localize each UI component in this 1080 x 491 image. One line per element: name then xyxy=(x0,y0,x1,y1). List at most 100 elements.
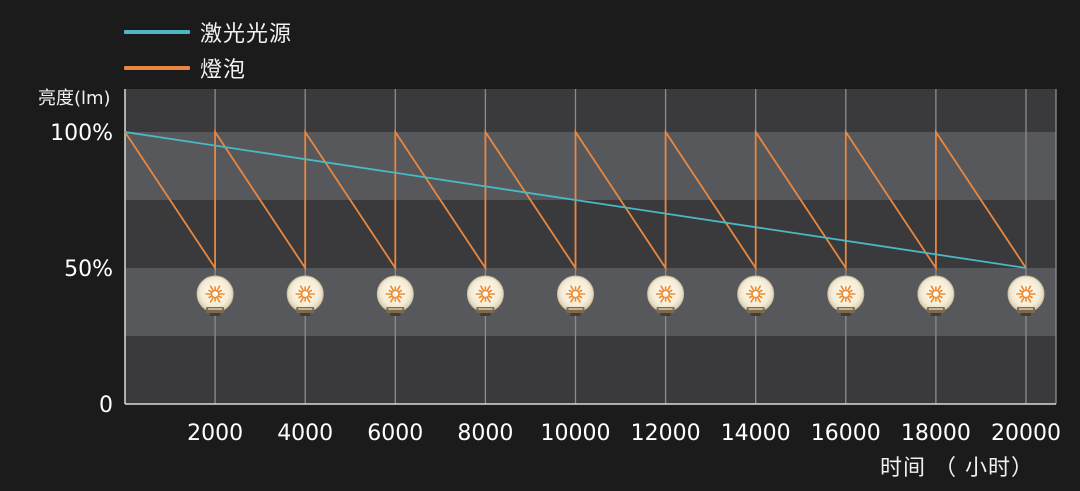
bulb-ray xyxy=(1020,296,1025,303)
bulb-base-band xyxy=(748,308,763,310)
bulb-ray xyxy=(396,296,401,303)
bulb-base-tip xyxy=(480,313,491,316)
x-tick-labels: 2000 4000 6000 8000 10000 12000 14000 16000 1800… xyxy=(187,421,1061,446)
bulb-ray xyxy=(750,296,755,303)
bulb-ray xyxy=(660,296,665,303)
bulb-base-band xyxy=(658,308,673,310)
bulb-ray xyxy=(388,295,393,299)
bulb-ray xyxy=(307,295,313,299)
legend-label-laser: 激光光源 xyxy=(200,22,293,47)
bulb-ray xyxy=(929,289,934,293)
bulb-base-tip xyxy=(930,313,941,316)
x-tick-label: 6000 xyxy=(367,421,423,446)
bulb-base-band xyxy=(478,308,493,310)
bulb-core xyxy=(481,289,490,299)
bulb-ray xyxy=(568,289,573,293)
bulb-ray xyxy=(217,289,222,293)
bulb-ray xyxy=(578,295,583,299)
bulb-core xyxy=(931,289,941,299)
bulb-base-band xyxy=(928,308,943,310)
bulb-icon xyxy=(557,275,594,316)
bulb-core xyxy=(210,289,220,299)
bulb-ray xyxy=(298,295,303,299)
bulb-ray xyxy=(846,285,852,292)
bulb-ray xyxy=(846,296,852,303)
bulb-ray xyxy=(480,285,485,292)
bulb-icon xyxy=(466,275,504,316)
bulb-ray xyxy=(758,295,763,299)
bulb-ray xyxy=(216,296,221,303)
bulb-ray xyxy=(576,285,581,292)
bulb-ray xyxy=(1020,285,1025,292)
bulb-ray xyxy=(1028,295,1033,299)
bulb-icon xyxy=(196,275,234,316)
bulb-ray xyxy=(306,285,311,292)
bulb-ray xyxy=(389,285,395,292)
bulb-ray xyxy=(938,289,943,293)
bulb-core xyxy=(841,289,851,299)
bulb-ray xyxy=(1027,296,1032,303)
bulb-ray xyxy=(388,289,393,293)
bulb-ray xyxy=(478,295,483,299)
bulb-ray xyxy=(478,289,483,293)
bulb-ray xyxy=(756,285,762,292)
bulb-ray xyxy=(930,296,935,303)
bulb-ray xyxy=(668,295,673,299)
bulb-ray xyxy=(666,285,671,292)
bulb-ray xyxy=(306,296,311,303)
x-tick-label: 16000 xyxy=(811,421,881,446)
bulb-ray xyxy=(480,296,485,303)
y-tick-label: 100% xyxy=(50,121,113,146)
bulb-ray xyxy=(758,289,763,293)
x-tick-label: 4000 xyxy=(277,421,333,446)
bulb-icon xyxy=(647,275,685,316)
bulb-ray xyxy=(938,295,943,299)
bulb-ray xyxy=(299,285,305,292)
bulb-ray xyxy=(1019,289,1024,293)
bulb-ray xyxy=(568,295,573,299)
bulb-ray xyxy=(848,289,853,293)
bulb-ray xyxy=(658,289,663,293)
bulb-ray xyxy=(840,296,845,303)
x-axis-title: 时间 （ 小时） xyxy=(880,456,1034,481)
bulb-ray xyxy=(660,285,665,292)
bulb-base-tip xyxy=(1021,313,1031,316)
x-tick-label: 18000 xyxy=(901,421,971,446)
legend-label-bulb: 燈泡 xyxy=(200,58,247,83)
chart-background-bands xyxy=(125,89,1056,404)
bulb-ray xyxy=(666,296,671,303)
bulb-base-tip xyxy=(570,313,581,316)
bulb-core xyxy=(1021,289,1031,299)
bulb-ray xyxy=(216,285,221,292)
y-axis-title: 亮度(lm) xyxy=(38,88,111,109)
bulb-base-band xyxy=(838,308,853,310)
bulb-icon xyxy=(376,275,414,316)
x-tick-label: 10000 xyxy=(541,421,611,446)
bulb-icon xyxy=(1007,275,1045,316)
bulb-ray xyxy=(486,296,491,303)
bulb-ray xyxy=(209,285,214,292)
y-tick-label: 50% xyxy=(64,257,113,282)
bulb-base-band xyxy=(208,308,223,310)
bulb-ray xyxy=(570,296,575,303)
bulb-ray xyxy=(486,285,491,292)
bulb-ray xyxy=(578,289,583,293)
bulb-ray xyxy=(930,285,935,292)
bulb-ray xyxy=(1027,285,1032,292)
bulb-core xyxy=(390,289,400,299)
bulb-base-band xyxy=(298,308,313,310)
bulb-ray xyxy=(929,295,934,299)
bulb-ray xyxy=(570,285,575,292)
bulb-ray xyxy=(397,289,403,293)
x-tick-label: 20000 xyxy=(991,421,1061,446)
bulb-base-tip xyxy=(660,313,671,316)
band-100-75 xyxy=(125,132,1056,200)
chart-axes xyxy=(124,89,1056,405)
bulb-ray xyxy=(748,289,754,293)
bulb-ray xyxy=(756,296,762,303)
bulb-base-tip xyxy=(840,313,851,316)
bulb-core xyxy=(571,289,580,299)
bulb-ray xyxy=(750,285,755,292)
bulb-ray xyxy=(209,296,214,303)
